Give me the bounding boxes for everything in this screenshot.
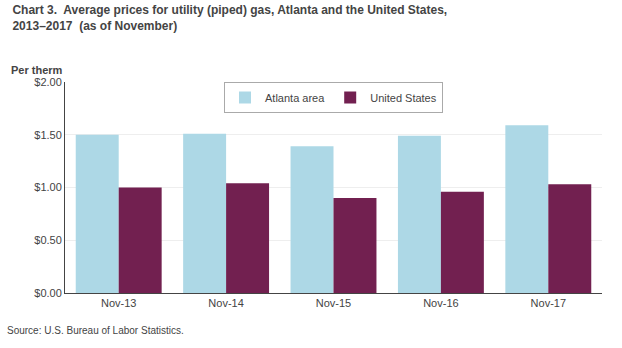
svg-text:$2.00: $2.00 [34,76,62,88]
svg-text:United States: United States [370,92,437,104]
svg-text:$0.50: $0.50 [34,234,62,246]
svg-text:$0.00: $0.00 [34,287,62,299]
svg-text:Nov-16: Nov-16 [423,297,458,309]
svg-text:$1.00: $1.00 [34,181,62,193]
svg-text:Nov-13: Nov-13 [101,297,136,309]
svg-text:Source: U.S. Bureau of Labor S: Source: U.S. Bureau of Labor Statistics. [7,325,184,336]
svg-text:Nov-14: Nov-14 [208,297,243,309]
svg-text:Per therm: Per therm [11,64,63,76]
svg-text:$1.50: $1.50 [34,129,62,141]
svg-text:Nov-15: Nov-15 [316,297,351,309]
svg-text:Nov-17: Nov-17 [531,297,566,309]
svg-text:Atlanta area: Atlanta area [265,92,325,104]
svg-text:Chart 3. Average prices for u: Chart 3. Average prices for utility (pip… [12,3,447,33]
